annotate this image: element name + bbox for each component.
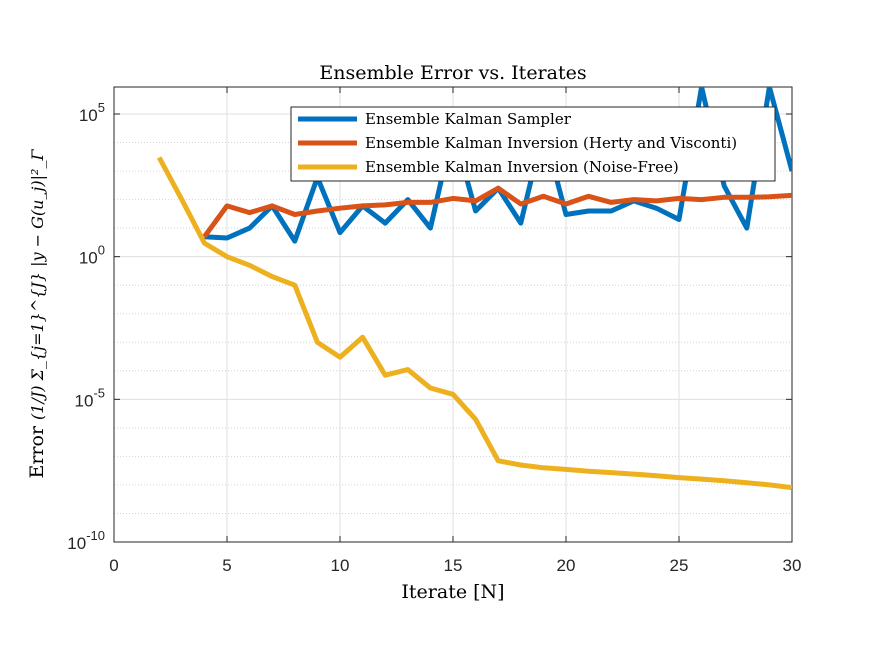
x-tick-label: 25 [670,556,689,575]
x-ticks: 0 5 10 15 20 25 30 [109,87,801,575]
x-tick-label: 20 [557,556,576,575]
y-axis-label: Error (1/J) Σ_{j=1}^{J} |y − G(u_j)|²_Γ [26,149,48,479]
legend: Ensemble Kalman Sampler Ensemble Kalman I… [290,106,776,182]
y-tick-label: 10-10 [67,528,105,553]
series-line-2 [202,185,792,239]
chart-title: Ensemble Error vs. Iterates [319,62,586,84]
y-axis-label-text: Error [26,425,48,478]
legend-entry: Ensemble Kalman Sampler [365,110,572,128]
legend-box [290,106,776,182]
x-tick-label: 5 [222,556,231,575]
y-tick-label: 100 [79,243,105,268]
x-tick-label: 10 [331,556,350,575]
y-ticks: 10-10 10-5 100 105 [67,100,792,553]
x-tick-label: 15 [444,556,463,575]
y-axis-label-formula: (1/J) Σ_{j=1}^{J} |y − G(u_j)|²_Γ [28,149,47,420]
series-line-3 [156,156,792,491]
legend-entry: Ensemble Kalman Inversion (Herty and Vis… [365,134,737,152]
x-tick-label: 30 [783,556,802,575]
svg-text:Error (1/J) Σ_{j: Error (1/J) Σ_{j=1}^{J} |y − G(u_j)|²_Γ [26,149,48,479]
y-tick-label: 105 [79,100,105,125]
x-tick-label: 0 [109,556,118,575]
legend-entry: Ensemble Kalman Inversion (Noise-Free) [365,158,679,176]
y-tick-label: 10-5 [75,385,105,410]
x-axis-label: Iterate [N] [401,581,504,603]
